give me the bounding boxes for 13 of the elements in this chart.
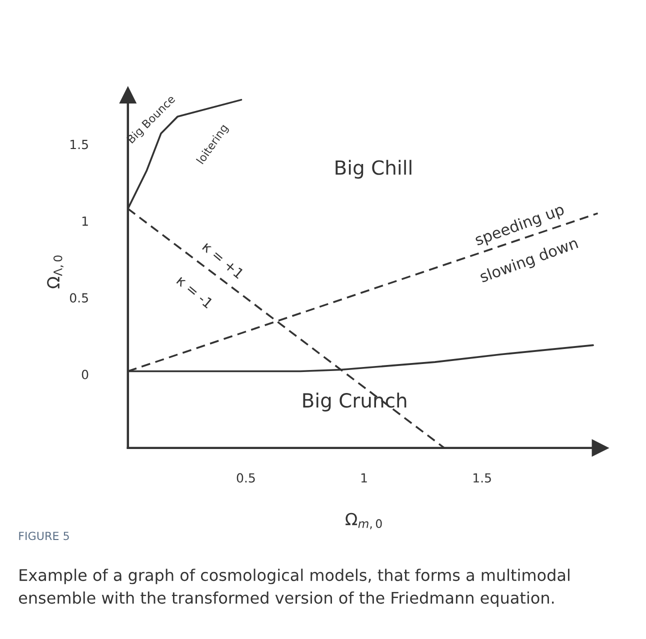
y-tick-label: 0 — [82, 370, 88, 380]
y-tick-label: 1.5 — [70, 140, 88, 150]
annotation: Big Crunch — [303, 392, 406, 412]
x-tick-label: 0.5 — [236, 473, 255, 483]
y-tick-label: 0.5 — [70, 293, 88, 303]
y-axis-title: Ω$_{Λ,0}$ — [47, 255, 64, 288]
x-tick-label: 1 — [361, 473, 367, 482]
annotation: Big Chill — [336, 160, 412, 179]
x-tick-label: 1.5 — [474, 473, 491, 483]
caption: FIGURE 5 — [19, 532, 69, 540]
text: Example of a graph of cosmological models, that forms a multimodal ensemble with the transformed version of the Friedmann equation. — [18, 568, 570, 607]
x-axis-title: Ω$_{m,0}$ — [346, 512, 382, 530]
y-tick-label: 1 — [82, 216, 88, 226]
